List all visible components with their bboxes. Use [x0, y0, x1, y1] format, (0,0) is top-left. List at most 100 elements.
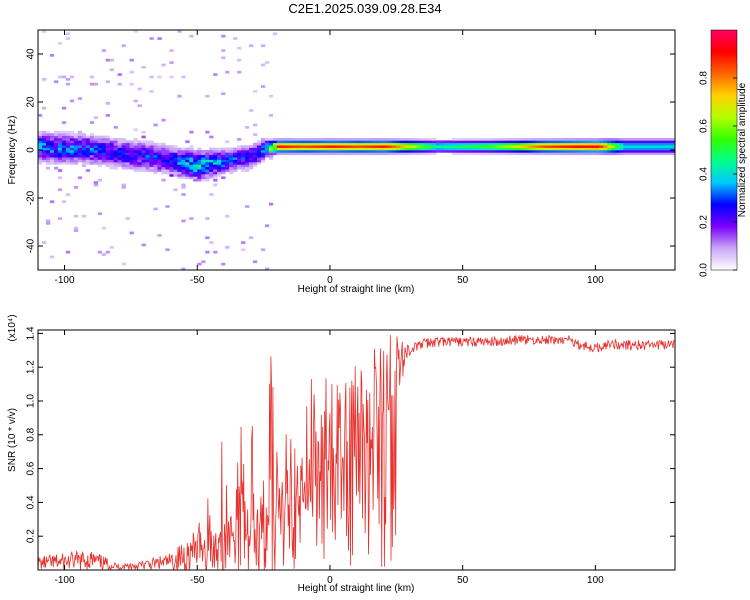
- spectrogram-cell: [65, 140, 71, 144]
- spectrogram-cell: [575, 150, 580, 153]
- spectrogram-cell: [559, 147, 564, 151]
- spectrogram-cell: [185, 176, 190, 180]
- spectrogram-cell: [444, 145, 449, 148]
- spectrogram-cell: [177, 162, 182, 165]
- spectrogram-cell: [137, 142, 142, 146]
- spectrogram-cell: [41, 147, 47, 151]
- spectrogram-cell: [233, 159, 238, 163]
- spectrogram-cell: [97, 150, 102, 153]
- spectrogram-cell: [479, 145, 485, 148]
- spectrogram-cell: [304, 152, 310, 156]
- spectrogram-cell: [543, 152, 548, 156]
- y-tick-label: 1.4: [26, 326, 37, 340]
- spectrogram-cell: [105, 142, 110, 146]
- spectrogram-cell: [440, 150, 445, 153]
- spectrogram-cell: [153, 162, 158, 165]
- spectrogram-cell: [659, 140, 664, 144]
- spectrogram-cell: [38, 154, 43, 158]
- spectrogram-cell: [252, 260, 258, 264]
- spectrogram-cell: [272, 152, 278, 156]
- spectrogram-cell: [38, 140, 43, 144]
- spectrogram-cell: [65, 78, 71, 81]
- spectrogram-cell: [73, 159, 79, 163]
- spectrogram-cell: [408, 147, 413, 151]
- spectrogram-cell: [61, 135, 67, 139]
- spectrogram-cell: [332, 150, 337, 153]
- spectrogram-cell: [667, 142, 672, 146]
- spectrogram-cell: [205, 169, 210, 172]
- spectrogram-cell: [165, 157, 170, 160]
- spectrogram-cell: [205, 176, 210, 180]
- spectrogram-cell: [237, 147, 242, 151]
- spectrogram-cell: [264, 267, 270, 270]
- colorbar-tick-label: 0.8: [699, 71, 710, 85]
- spectrogram-cell: [663, 152, 668, 156]
- spectrogram-cell: [384, 147, 389, 151]
- spectrogram-cell: [368, 145, 373, 148]
- spectrogram-cell: [635, 152, 640, 156]
- spectrogram-cell: [69, 130, 75, 134]
- spectrogram-cell: [133, 99, 138, 103]
- spectrogram-cell: [599, 145, 604, 148]
- spectrogram-cell: [153, 142, 158, 146]
- spectrogram-cell: [221, 157, 226, 160]
- spectrogram-cell: [635, 145, 640, 148]
- spectrogram-cell: [635, 150, 640, 153]
- spectrogram-cell: [264, 138, 270, 141]
- spectrogram-cell: [260, 138, 266, 141]
- spectrogram-cell: [284, 140, 290, 144]
- spectrogram-cell: [392, 147, 397, 151]
- spectrogram-cell: [173, 169, 178, 172]
- spectrogram-cell: [41, 106, 47, 110]
- spectrogram-cell: [193, 162, 198, 165]
- spectrogram-cell: [225, 246, 230, 249]
- spectrogram-cell: [73, 152, 79, 156]
- spectrogram-cell: [276, 145, 282, 148]
- spectrogram-cell: [611, 138, 616, 141]
- spectrogram-cell: [312, 145, 317, 148]
- spectrogram-cell: [217, 152, 222, 156]
- spectrogram-cell: [328, 138, 333, 141]
- spectrogram-cell: [659, 152, 664, 156]
- spectrogram-cell: [627, 147, 632, 151]
- spectrogram-cell: [77, 159, 83, 163]
- spectrogram-cell: [249, 147, 254, 151]
- spectrogram-cell: [619, 145, 624, 148]
- spectrogram-cell: [348, 138, 353, 141]
- spectrogram-cell: [659, 142, 664, 146]
- spectrogram-cell: [133, 152, 138, 156]
- spectrogram-cell: [611, 145, 616, 148]
- spectrogram-cell: [109, 138, 114, 141]
- spectrogram-cell: [173, 159, 178, 163]
- spectrogram-cell: [209, 147, 214, 151]
- spectrogram-cell: [543, 140, 548, 144]
- spectrogram-cell: [65, 157, 71, 160]
- spectrogram-cell: [531, 140, 536, 144]
- spectrogram-cell: [241, 166, 246, 170]
- spectrogram-cell: [221, 147, 226, 151]
- spectrogram-cell: [65, 145, 71, 148]
- spectrogram-cell: [348, 145, 353, 148]
- spectrogram-cell: [201, 150, 206, 153]
- spectrogram-cell: [543, 147, 548, 151]
- spectrogram-cell: [531, 145, 536, 148]
- spectrogram-cell: [177, 154, 182, 158]
- spectrogram-cell: [627, 140, 632, 144]
- spectrogram-cell: [643, 138, 648, 141]
- spectrogram-cell: [340, 150, 345, 153]
- spectrogram-cell: [57, 135, 63, 139]
- spectrogram-cell: [45, 133, 51, 136]
- spectrogram-cell: [328, 152, 333, 156]
- spectrogram-cell: [460, 152, 465, 156]
- spectrogram-cell: [531, 150, 536, 153]
- spectrogram-cell: [169, 171, 174, 175]
- spectrogram-cell: [221, 262, 226, 266]
- spectrogram-cell: [332, 142, 337, 146]
- spectrogram-cell: [173, 157, 178, 160]
- spectrogram-cell: [535, 142, 540, 146]
- spectrogram-cell: [300, 150, 306, 153]
- x-tick-label: 0: [327, 275, 333, 286]
- spectrogram-cell: [185, 152, 190, 156]
- spectrogram-cell: [217, 157, 222, 160]
